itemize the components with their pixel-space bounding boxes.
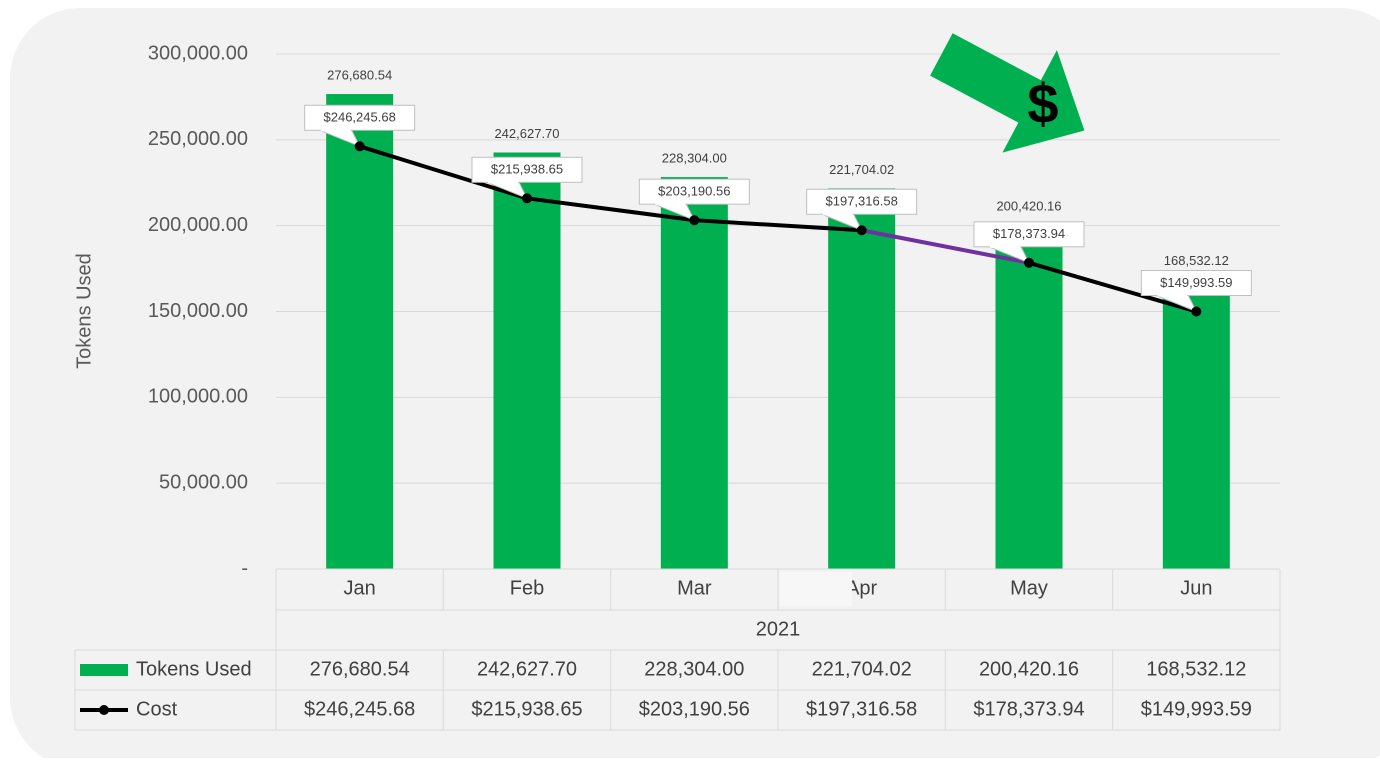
cost-label-box	[806, 188, 918, 215]
x-tick-label: Feb	[510, 577, 544, 599]
bar	[660, 177, 728, 570]
table-cell: $178,373.94	[973, 698, 1084, 720]
dollar-arrow	[930, 33, 1085, 153]
cost-marker	[354, 141, 365, 152]
y-tick-label: 250,000.00	[148, 128, 248, 150]
cost-value-label: $197,316.58	[826, 194, 898, 209]
pointer-cover	[1157, 293, 1188, 297]
y-tick-label: 150,000.00	[148, 300, 248, 322]
table-cell: $215,938.65	[471, 698, 582, 720]
x-group-label: 2021	[756, 618, 801, 640]
bar-value-label: 221,704.02	[829, 162, 894, 177]
bar-value-label: 168,532.12	[1164, 253, 1229, 268]
cost-value-label: $178,373.94	[993, 226, 1065, 241]
cost-label-box	[471, 156, 583, 183]
legend-key-marker	[99, 705, 109, 715]
pointer-cover	[822, 212, 853, 216]
y-tick-label: 100,000.00	[148, 386, 248, 408]
table-cell: $149,993.59	[1141, 698, 1252, 720]
legend-label: Tokens Used	[136, 658, 252, 680]
table-cell: 276,680.54	[310, 658, 410, 680]
bar	[326, 94, 394, 569]
table-cell: 221,704.02	[812, 658, 912, 680]
y-axis-title: Tokens Used	[73, 253, 95, 369]
cover-patch	[780, 572, 852, 606]
table-cell: 228,304.00	[644, 658, 744, 680]
cost-marker	[1024, 257, 1034, 268]
x-tick-label: Mar	[677, 577, 712, 599]
cost-line-segment	[859, 228, 1031, 265]
cost-label-box	[1140, 270, 1252, 297]
cost-marker	[1191, 306, 1202, 317]
cost-line-segment	[692, 218, 864, 233]
cost-line-segment	[525, 196, 697, 223]
bar	[493, 152, 561, 569]
bar	[1162, 279, 1230, 569]
bar-value-label: 200,420.16	[996, 198, 1061, 213]
cost-label-box	[973, 221, 1085, 248]
legend-label: Cost	[136, 698, 178, 720]
cost-marker	[689, 215, 700, 226]
table-cell: $246,245.68	[304, 698, 415, 720]
table-cell: 242,627.70	[477, 658, 577, 680]
table-cell: $203,190.56	[639, 698, 750, 720]
table-cell: 168,532.12	[1146, 658, 1246, 680]
table-cell: $197,316.58	[806, 698, 917, 720]
cost-label-box	[304, 104, 416, 131]
x-tick-label: Jan	[344, 577, 376, 599]
cost-value-label: $203,190.56	[658, 184, 730, 199]
x-tick-label: Apr	[846, 577, 877, 599]
cost-line-segment	[1027, 260, 1199, 314]
y-tick-label: 300,000.00	[148, 42, 248, 64]
legend-key	[80, 664, 128, 676]
plot: - 50,000.00 100,000.00 150,000.00 200,000.00…	[74, 42, 1281, 731]
y-tick-label: -	[241, 557, 248, 579]
y-tick-label: 200,000.00	[148, 214, 248, 236]
cost-label-box	[638, 178, 750, 205]
cost-marker	[522, 193, 532, 204]
bar	[828, 188, 896, 570]
cost-value-label: $149,993.59	[1160, 275, 1232, 290]
cost-value-label: $215,938.65	[491, 162, 563, 177]
pointer-cover	[655, 202, 686, 206]
bar-value-label: 276,680.54	[327, 67, 392, 82]
x-tick-label: Jun	[1180, 577, 1212, 599]
cost-marker	[856, 225, 867, 236]
table-cell: 200,420.16	[979, 658, 1079, 680]
y-tick-label: 50,000.00	[159, 471, 248, 493]
dollar-sign: $	[1027, 72, 1058, 135]
pointer-cover	[488, 180, 518, 184]
pointer-cover	[320, 128, 351, 132]
cost-value-label: $246,245.68	[324, 110, 396, 125]
x-tick-label: May	[1010, 577, 1048, 599]
arrow-shape	[930, 33, 1085, 153]
cost-line-segment	[357, 144, 529, 201]
bar	[995, 224, 1063, 570]
bar-value-label: 242,627.70	[494, 126, 559, 141]
pointer-cover	[990, 244, 1020, 248]
bar-value-label: 228,304.00	[662, 151, 727, 166]
